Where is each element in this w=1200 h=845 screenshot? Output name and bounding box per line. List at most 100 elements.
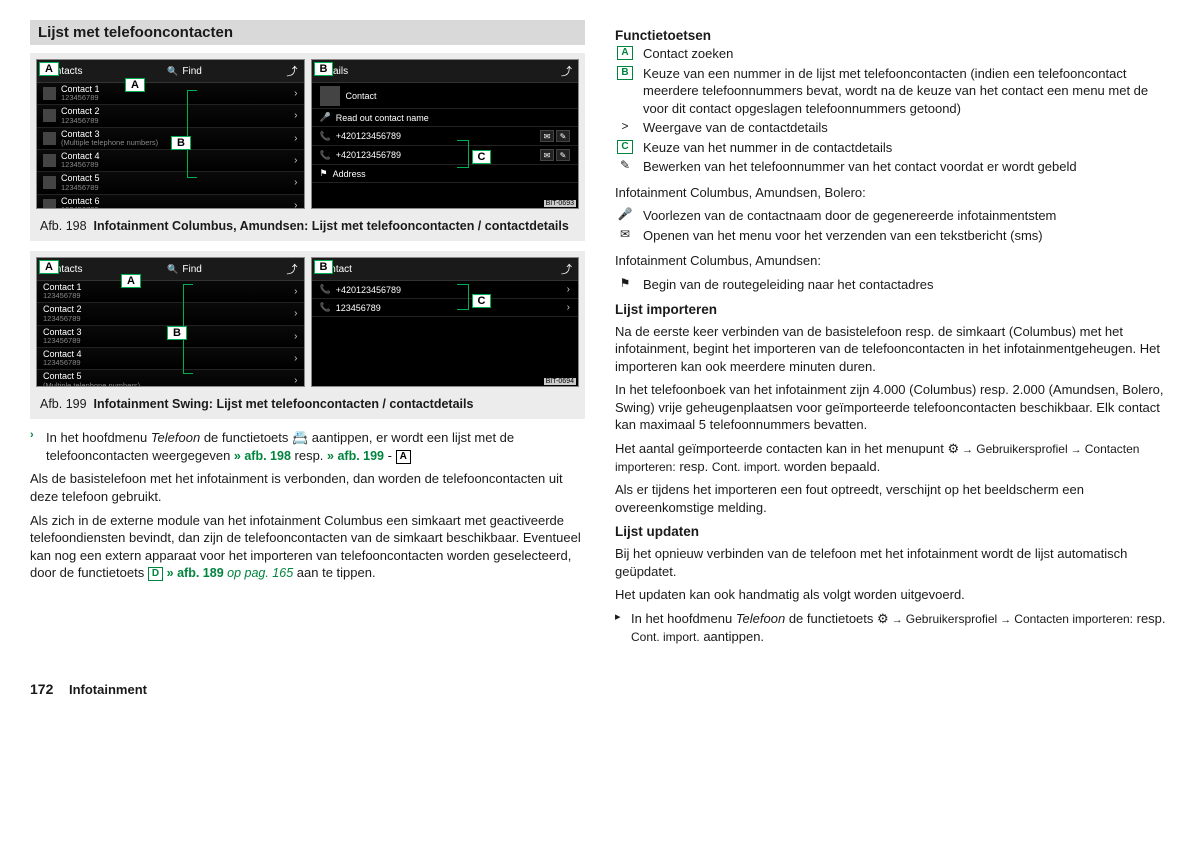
avatar-icon bbox=[43, 109, 56, 122]
page-number: 172 bbox=[30, 681, 53, 697]
num2: +420123456789 bbox=[336, 150, 401, 160]
bit-code: BIT-0694 bbox=[544, 378, 576, 385]
callout-b: B bbox=[171, 136, 191, 150]
chevron-icon: › bbox=[294, 133, 297, 144]
phone-icon: 📞 bbox=[320, 284, 331, 295]
chevron-icon: › bbox=[294, 331, 297, 342]
chevron-icon: › bbox=[294, 353, 297, 364]
ref-afb198[interactable]: » afb. 198 bbox=[234, 449, 291, 463]
contacts-icon: 📇 bbox=[292, 430, 308, 445]
key-row: CKeuze van het nummer in de contactdetai… bbox=[615, 139, 1170, 157]
hdr-functietoetsen: Functietoetsen bbox=[615, 28, 1170, 43]
num1: +420123456789 bbox=[336, 285, 401, 295]
keys-list-2: 🎤 Voorlezen van de contactnaam door de ge… bbox=[615, 207, 1170, 244]
key-row: ⚑Begin van de routegeleiding naar het co… bbox=[615, 276, 1170, 294]
fig199-screen-a: A A B Contacts 🔍Find ⤴ Contact 112345678… bbox=[36, 257, 305, 387]
para-9: Het updaten kan ook handmatig als volgt … bbox=[615, 586, 1170, 604]
section-title: Lijst met telefooncontacten bbox=[30, 20, 585, 45]
figure-199: A A B Contacts 🔍Find ⤴ Contact 112345678… bbox=[30, 251, 585, 419]
key-text: Voorlezen van de contactnaam door de geg… bbox=[643, 207, 1170, 225]
chevron-icon: › bbox=[567, 284, 570, 295]
key-symbol: ✉ bbox=[615, 227, 635, 241]
search-icon: 🔍 bbox=[167, 264, 178, 275]
address-label: Address bbox=[333, 169, 366, 179]
box-a: A bbox=[396, 450, 411, 464]
chevron-icon: › bbox=[294, 177, 297, 188]
key-row: A Contact zoeken bbox=[615, 45, 1170, 63]
key-text: Contact zoeken bbox=[643, 45, 1170, 63]
key-symbol: B bbox=[615, 65, 635, 80]
contact-label: Contact bbox=[346, 91, 377, 101]
key-row: B Keuze van een nummer in de lijst met te… bbox=[615, 65, 1170, 118]
back-icon: ⤴ bbox=[561, 63, 572, 79]
page-footer: 172 Infotainment bbox=[30, 681, 1170, 697]
box-d: D bbox=[148, 567, 163, 581]
key-symbol: A bbox=[615, 45, 635, 60]
key-text: Openen van het menu voor het verzenden v… bbox=[643, 227, 1170, 245]
contact-row: Contact 4123456789› bbox=[37, 150, 304, 172]
key-symbol: > bbox=[615, 119, 635, 133]
key-row: >Weergave van de contactdetails bbox=[615, 119, 1170, 137]
avatar-icon bbox=[43, 154, 56, 167]
contact-row: Contact 4123456789› bbox=[37, 348, 304, 370]
contact-row: Contact 2123456789› bbox=[37, 303, 304, 325]
key-row: 🎤 Voorlezen van de contactnaam door de ge… bbox=[615, 207, 1170, 225]
phone-icon: 📞 bbox=[320, 302, 331, 313]
para-2: Als de basistelefoon met het infotainmen… bbox=[30, 470, 585, 505]
callout-a: A bbox=[125, 78, 145, 92]
callout-c: C bbox=[472, 150, 492, 164]
back-icon: ⤴ bbox=[286, 261, 297, 277]
avatar-icon bbox=[43, 176, 56, 189]
para-5: In het telefoonboek van het infotainment… bbox=[615, 381, 1170, 434]
contact-avatar-icon bbox=[320, 86, 340, 106]
contact-row: Contact 6123456789› bbox=[37, 195, 304, 209]
key-symbol: 🎤 bbox=[615, 207, 635, 221]
para-3: Als zich in de externe module van het in… bbox=[30, 512, 585, 583]
chevron-icon: › bbox=[294, 110, 297, 121]
action-icons: ✉✎ bbox=[538, 149, 570, 161]
contact-row: Contact 5123456789› bbox=[37, 172, 304, 194]
back-icon: ⤴ bbox=[286, 63, 297, 79]
hdr-lijst-importeren: Lijst importeren bbox=[615, 302, 1170, 317]
corner-b-label: B bbox=[314, 260, 334, 274]
num2: 123456789 bbox=[336, 303, 381, 313]
key-text: Keuze van een nummer in de lijst met tel… bbox=[643, 65, 1170, 118]
ref-afb199[interactable]: » afb. 199 bbox=[327, 449, 384, 463]
find-label: Find bbox=[182, 66, 201, 77]
key-row: ✉ Openen van het menu voor het verzenden … bbox=[615, 227, 1170, 245]
key-text: Bewerken van het telefoonnummer van het … bbox=[643, 158, 1170, 176]
corner-a-label: A bbox=[39, 260, 59, 274]
group2-title: Infotainment Columbus, Amundsen, Bolero: bbox=[615, 184, 1170, 202]
keys-list-1: A Contact zoeken B Keuze van een nummer in … bbox=[615, 45, 1170, 176]
avatar-icon bbox=[43, 132, 56, 145]
figure-198: A A B Contacts 🔍Find ⤴ Contact 112345678… bbox=[30, 53, 585, 241]
corner-b-label: B bbox=[314, 62, 334, 76]
corner-a-label: A bbox=[39, 62, 59, 76]
action-icons: ✉✎ bbox=[538, 130, 570, 142]
chevron-icon: › bbox=[294, 155, 297, 166]
footer-title: Infotainment bbox=[69, 682, 147, 697]
phone-icon: 📞 bbox=[320, 131, 331, 142]
chevron-icon: › bbox=[294, 308, 297, 319]
callout-b: B bbox=[167, 326, 187, 340]
fig198-caption: Afb. 198 Infotainment Columbus, Amundsen… bbox=[36, 215, 579, 235]
para-8: Bij het opnieuw verbinden van de telefoo… bbox=[615, 545, 1170, 580]
bit-code: BIT-0693 bbox=[544, 200, 576, 207]
chevron-icon: › bbox=[294, 88, 297, 99]
chevron-icon: › bbox=[294, 375, 297, 386]
group3-title: Infotainment Columbus, Amundsen: bbox=[615, 252, 1170, 270]
key-text: Begin van de routegeleiding naar het con… bbox=[643, 276, 1170, 294]
para-6: Het aantal geïmporteerde contacten kan i… bbox=[615, 440, 1170, 475]
para-4: Na de eerste keer verbinden van de basis… bbox=[615, 323, 1170, 376]
gear-icon: ⚙ bbox=[947, 441, 959, 456]
key-symbol: C bbox=[615, 139, 635, 154]
keys-list-3: ⚑Begin van de routegeleiding naar het co… bbox=[615, 276, 1170, 294]
contact-row: Contact 2123456789› bbox=[37, 105, 304, 127]
phone-icon: 📞 bbox=[320, 150, 331, 161]
chevron-icon: › bbox=[294, 200, 297, 209]
contact-row: Contact 1123456789› bbox=[37, 281, 304, 303]
fig198-screen-a: A A B Contacts 🔍Find ⤴ Contact 112345678… bbox=[36, 59, 305, 209]
ref-afb189[interactable]: » afb. 189 bbox=[167, 566, 224, 580]
key-symbol: ✎ bbox=[615, 158, 635, 172]
fig199-caption: Afb. 199 Infotainment Swing: Lijst met t… bbox=[36, 393, 579, 413]
